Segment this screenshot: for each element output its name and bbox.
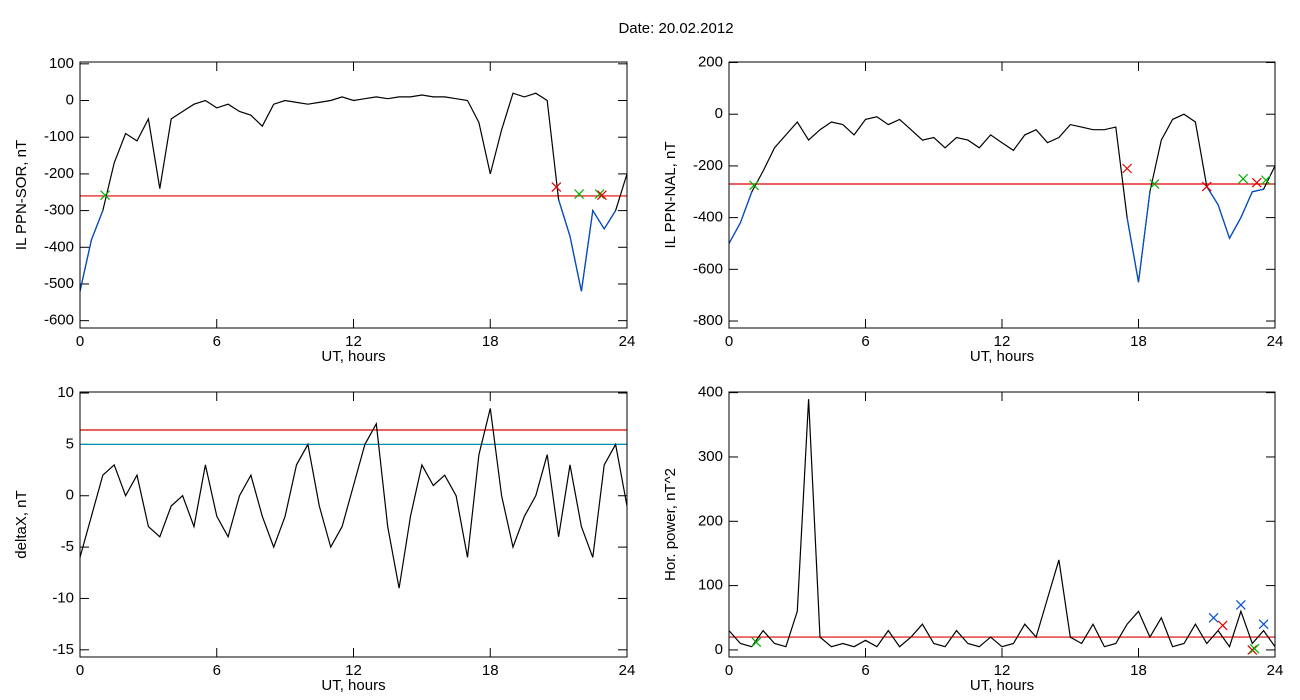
y-tick-label: 300 bbox=[698, 448, 723, 465]
y-tick-label: -600 bbox=[44, 312, 74, 329]
y-tick-label: 200 bbox=[698, 512, 723, 529]
x-axis-label: UT, hours bbox=[970, 677, 1034, 694]
y-tick-label: -200 bbox=[44, 165, 74, 182]
cross-marker bbox=[1217, 620, 1228, 631]
x-axis-label: UT, hours bbox=[970, 348, 1034, 365]
data-line bbox=[729, 399, 1275, 649]
x-tick-label: 18 bbox=[482, 662, 499, 679]
plot-frame bbox=[728, 61, 1276, 329]
x-tick-label: 0 bbox=[76, 662, 84, 679]
y-tick-label: -400 bbox=[693, 209, 723, 226]
cross-marker bbox=[1208, 612, 1219, 623]
x-axis-label: UT, hours bbox=[321, 677, 385, 694]
x-tick-label: 24 bbox=[1267, 333, 1284, 350]
data-line bbox=[80, 92, 627, 292]
y-tick-label: -200 bbox=[693, 157, 723, 174]
cross-marker bbox=[100, 190, 110, 201]
plot-frame bbox=[79, 61, 628, 329]
y-axis-label: deltaX, nT bbox=[13, 490, 30, 558]
x-tick-label: 18 bbox=[1130, 662, 1147, 679]
y-tick-label: 0 bbox=[715, 641, 723, 658]
x-tick-label: 18 bbox=[1130, 333, 1147, 350]
cross-marker bbox=[751, 637, 762, 648]
y-tick-label: 100 bbox=[49, 55, 74, 72]
data-line bbox=[80, 408, 627, 589]
cross-marker bbox=[1260, 175, 1271, 186]
cross-marker bbox=[1235, 599, 1246, 610]
x-tick-label: 6 bbox=[861, 662, 869, 679]
cross-marker bbox=[574, 189, 585, 200]
y-axis-label: IL PPN-SOR, nT bbox=[13, 140, 30, 250]
y-tick-label: -300 bbox=[44, 202, 74, 219]
y-tick-label: 5 bbox=[66, 435, 74, 452]
y-axis-label: Hor. power, nT^2 bbox=[662, 468, 679, 581]
y-tick-label: 100 bbox=[698, 577, 723, 594]
x-tick-label: 24 bbox=[619, 333, 636, 350]
cross-marker bbox=[1122, 163, 1133, 174]
y-tick-label: 0 bbox=[66, 487, 74, 504]
plot-frame bbox=[728, 391, 1276, 658]
x-tick-label: 0 bbox=[76, 333, 84, 350]
plot-frame bbox=[79, 391, 628, 658]
cross-marker bbox=[1238, 173, 1249, 184]
x-axis-label: UT, hours bbox=[321, 348, 385, 365]
y-tick-label: -800 bbox=[693, 312, 723, 329]
y-tick-label: -15 bbox=[52, 641, 74, 658]
x-tick-label: 0 bbox=[725, 662, 733, 679]
y-tick-label: -500 bbox=[44, 275, 74, 292]
x-tick-label: 12 bbox=[345, 662, 362, 679]
y-tick-label: -100 bbox=[44, 128, 74, 145]
cross-marker bbox=[1251, 177, 1262, 188]
cross-marker bbox=[597, 190, 607, 201]
cross-marker bbox=[594, 189, 605, 200]
y-tick-label: -600 bbox=[693, 260, 723, 277]
x-tick-label: 6 bbox=[213, 333, 221, 350]
cross-marker bbox=[749, 180, 759, 191]
x-tick-label: 18 bbox=[482, 333, 499, 350]
y-tick-label: 400 bbox=[698, 384, 723, 401]
cross-marker bbox=[551, 182, 562, 193]
data-line bbox=[729, 186, 1264, 283]
x-tick-label: 24 bbox=[619, 662, 636, 679]
cross-marker bbox=[1247, 645, 1258, 655]
x-tick-label: 6 bbox=[861, 333, 869, 350]
x-tick-label: 12 bbox=[994, 662, 1011, 679]
cross-marker bbox=[1249, 643, 1260, 654]
y-tick-label: 0 bbox=[715, 105, 723, 122]
y-tick-label: -5 bbox=[61, 538, 74, 555]
cross-marker bbox=[1149, 179, 1160, 189]
data-line bbox=[729, 113, 1275, 283]
y-tick-label: -10 bbox=[52, 589, 74, 606]
y-tick-label: 10 bbox=[57, 384, 74, 401]
data-line bbox=[80, 199, 617, 292]
y-tick-label: 200 bbox=[698, 53, 723, 70]
x-tick-label: 12 bbox=[994, 333, 1011, 350]
y-tick-label: 0 bbox=[66, 91, 74, 108]
cross-marker bbox=[1258, 619, 1269, 630]
x-tick-label: 12 bbox=[345, 333, 362, 350]
y-axis-label: IL PPN-NAL, nT bbox=[662, 142, 679, 249]
cross-marker bbox=[1201, 181, 1212, 192]
x-tick-label: 24 bbox=[1267, 662, 1284, 679]
x-tick-label: 0 bbox=[725, 333, 733, 350]
y-tick-label: -400 bbox=[44, 238, 74, 255]
x-tick-label: 6 bbox=[213, 662, 221, 679]
page-title: Date: 20.02.2012 bbox=[618, 20, 733, 37]
